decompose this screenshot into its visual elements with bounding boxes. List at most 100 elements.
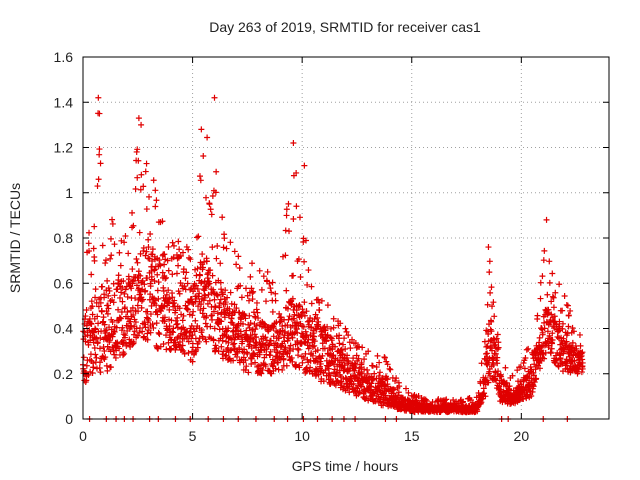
data-point — [324, 332, 331, 339]
data-point — [132, 186, 139, 192]
data-point — [231, 248, 238, 255]
data-point — [198, 327, 205, 334]
data-point — [256, 351, 263, 358]
data-point — [144, 336, 151, 343]
data-point — [390, 386, 397, 393]
data-point — [147, 283, 154, 290]
data-point — [387, 366, 394, 373]
data-point — [129, 304, 136, 311]
data-point — [199, 335, 206, 342]
data-point — [142, 324, 149, 331]
data-point — [316, 363, 323, 370]
data-point — [115, 272, 122, 279]
data-point — [103, 257, 110, 264]
data-point — [92, 351, 99, 358]
data-point — [289, 295, 296, 302]
data-point — [330, 324, 337, 331]
data-point — [152, 203, 159, 210]
data-point — [556, 281, 563, 288]
data-point — [290, 139, 297, 146]
data-point — [178, 346, 185, 353]
x-tick-label: 5 — [189, 428, 197, 444]
data-point — [300, 333, 307, 340]
data-point — [199, 251, 206, 258]
data-point — [549, 330, 556, 337]
data-point — [492, 350, 499, 357]
data-point — [105, 292, 112, 299]
data-point — [106, 337, 113, 344]
data-point — [338, 346, 345, 353]
data-point — [262, 363, 269, 370]
data-point — [103, 326, 110, 333]
data-point — [180, 312, 187, 319]
data-point — [396, 383, 403, 390]
data-point — [341, 362, 348, 369]
data-point — [300, 323, 307, 330]
data-point — [182, 275, 189, 282]
data-point — [344, 352, 351, 359]
data-point — [565, 323, 572, 330]
data-point — [502, 364, 509, 371]
data-point — [208, 312, 215, 319]
data-point — [92, 286, 99, 293]
data-point — [247, 332, 254, 339]
data-point — [153, 320, 160, 327]
data-point — [263, 346, 270, 353]
data-point — [295, 256, 302, 263]
data-point — [344, 384, 351, 391]
data-point — [557, 354, 564, 361]
data-point — [485, 379, 492, 386]
data-point — [127, 318, 134, 325]
data-point — [290, 216, 297, 223]
data-point — [100, 314, 107, 321]
data-point — [173, 270, 180, 277]
data-point — [142, 168, 149, 175]
data-point — [96, 110, 103, 117]
data-point — [111, 328, 118, 335]
data-point — [337, 347, 344, 354]
data-point — [102, 260, 109, 267]
data-point — [131, 316, 138, 323]
data-point — [272, 297, 279, 304]
data-point — [376, 372, 383, 379]
data-point — [493, 335, 500, 342]
data-point — [164, 257, 171, 264]
data-point — [350, 355, 357, 362]
data-point — [218, 286, 225, 293]
data-point — [349, 336, 356, 343]
data-point — [301, 162, 308, 169]
data-point — [185, 338, 192, 345]
data-point — [261, 354, 268, 361]
data-point — [307, 331, 314, 338]
data-point — [264, 268, 271, 275]
data-point — [258, 370, 265, 377]
data-point — [249, 290, 256, 297]
data-point — [488, 328, 495, 335]
chart-title: Day 263 of 2019, SRMTID for receiver cas… — [209, 19, 481, 35]
data-point — [246, 324, 253, 331]
data-point — [115, 306, 122, 313]
data-point — [267, 337, 274, 344]
data-point — [224, 294, 231, 301]
data-point — [90, 245, 97, 252]
data-point — [221, 235, 228, 242]
data-point — [393, 375, 400, 382]
data-point — [239, 321, 246, 328]
data-point — [379, 402, 386, 409]
data-point — [155, 295, 162, 302]
data-point — [540, 257, 547, 264]
data-point — [539, 329, 546, 336]
data-point — [139, 277, 146, 284]
data-point — [150, 177, 157, 184]
data-point — [207, 323, 214, 330]
data-point — [207, 267, 214, 274]
data-point — [382, 392, 389, 399]
data-point — [109, 216, 116, 223]
data-point — [156, 331, 163, 338]
data-point — [521, 365, 528, 372]
data-point — [317, 325, 324, 332]
data-point — [283, 362, 290, 369]
data-point — [543, 216, 550, 223]
data-point — [287, 347, 294, 354]
data-point — [245, 369, 252, 376]
